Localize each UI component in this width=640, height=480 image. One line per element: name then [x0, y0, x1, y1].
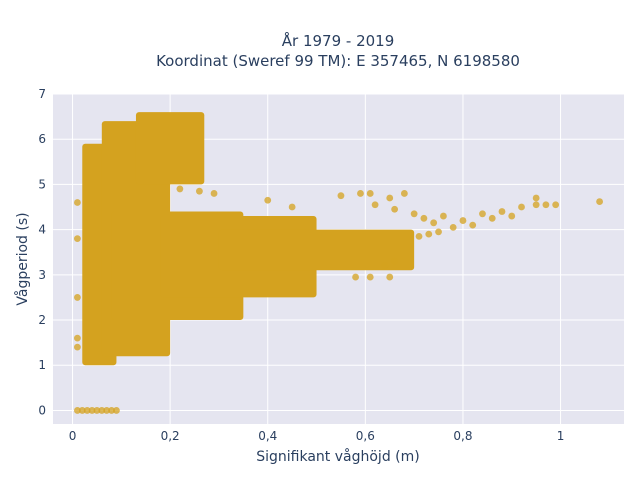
scatter-point: [88, 407, 96, 414]
scatter-point: [449, 223, 457, 231]
dense-point-cloud: [135, 112, 205, 185]
scatter-point: [425, 230, 433, 238]
y-tick-label: 0: [38, 403, 46, 417]
scatter-point: [420, 214, 428, 222]
scatter-point: [386, 273, 394, 281]
scatter-point: [435, 228, 442, 236]
x-tick-label: 0: [69, 429, 77, 443]
chart-title-line-2: Koordinat (Sweref 99 TM): E 357465, N 61…: [156, 52, 520, 70]
y-tick-label: 6: [38, 132, 46, 146]
y-tick-label: 7: [38, 87, 46, 101]
scatter-point: [366, 190, 374, 197]
scatter-point: [93, 407, 101, 414]
y-tick-label: 1: [38, 358, 46, 372]
scatter-point: [210, 190, 218, 197]
scatter-point: [74, 199, 81, 206]
scatter-point: [381, 262, 389, 270]
scatter-point: [357, 190, 364, 197]
x-tick-label: 1: [557, 429, 565, 443]
chart-title-line-1: År 1979 - 2019: [282, 31, 395, 50]
scatter-point: [74, 334, 81, 342]
scatter-point: [430, 219, 438, 227]
dense-point-cloud: [218, 229, 415, 271]
points-layer: [74, 112, 603, 414]
scatter-point: [78, 407, 86, 414]
scatter-point: [542, 201, 550, 209]
scatter-point: [391, 205, 399, 213]
scatter-point: [83, 407, 91, 414]
x-tick-label: 0,8: [453, 429, 472, 443]
scatter-point: [74, 294, 81, 301]
scatter-point: [508, 212, 516, 220]
scatter-point: [440, 212, 447, 220]
scatter-point: [74, 407, 81, 414]
scatter-point: [74, 343, 81, 351]
y-axis-title: Vågperiod (s): [14, 212, 31, 305]
scatter-point: [264, 196, 272, 204]
scatter-point: [479, 210, 486, 218]
scatter-point: [108, 407, 115, 414]
scatter-point: [596, 198, 603, 205]
scatter-point: [532, 194, 540, 202]
scatter-point: [410, 210, 418, 218]
scatter-point: [113, 407, 120, 414]
x-tick-label: 0,4: [258, 429, 277, 443]
scatter-point: [103, 407, 111, 414]
scatter-point: [552, 201, 560, 209]
scatter-point: [459, 217, 467, 224]
scatter-point: [532, 201, 540, 209]
scatter-point: [337, 192, 345, 200]
scatter-point: [366, 273, 374, 281]
scatter-point: [196, 187, 203, 195]
scatter-point: [400, 190, 408, 197]
scatter-point: [498, 208, 506, 215]
scatter-point: [371, 201, 379, 209]
scatter-point: [386, 194, 394, 202]
scatter-point: [518, 203, 525, 211]
scatter-point: [488, 214, 496, 222]
x-tick-label: 0,2: [161, 429, 180, 443]
ticks-layer: 0 0,2 0,4 0,6 0,8 1 0 1 2 3 4 5 6 7: [38, 87, 564, 443]
scatter-point: [415, 232, 423, 240]
scatter-point: [469, 221, 477, 229]
scatter-point: [391, 257, 399, 265]
scatter-point: [98, 407, 106, 414]
scatter-point: [352, 273, 359, 281]
scatter-point: [74, 235, 81, 243]
scatter-point: [288, 203, 296, 211]
y-tick-label: 3: [38, 268, 46, 282]
scatter-point: [176, 185, 184, 193]
x-tick-label: 0,6: [356, 429, 375, 443]
y-tick-label: 4: [38, 223, 46, 237]
y-tick-label: 2: [38, 313, 46, 327]
x-axis-title: Signifikant våghöjd (m): [256, 448, 419, 465]
y-tick-label: 5: [38, 177, 46, 191]
